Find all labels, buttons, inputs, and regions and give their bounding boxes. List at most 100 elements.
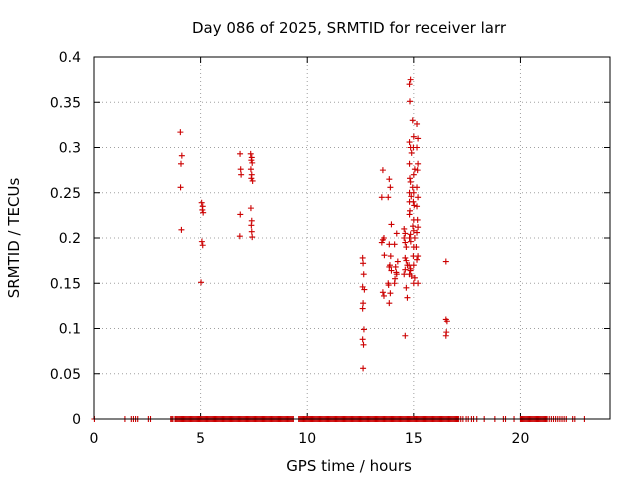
data-point	[404, 294, 411, 301]
data-point	[237, 150, 244, 157]
data-point	[199, 206, 206, 213]
data-point	[409, 117, 416, 124]
data-point	[359, 305, 366, 312]
data-point	[411, 235, 418, 241]
data-point	[393, 269, 400, 276]
data-point	[407, 178, 414, 185]
data-point	[386, 300, 393, 307]
data-point	[411, 166, 418, 173]
data-point	[248, 222, 255, 229]
data-point	[414, 167, 421, 174]
y-tick-label: 0.4	[59, 50, 81, 66]
data-point	[403, 284, 410, 291]
data-point	[247, 205, 254, 212]
plot-frame	[93, 56, 611, 420]
data-point	[379, 289, 386, 296]
data-point	[177, 184, 184, 191]
data-point	[402, 266, 409, 273]
data-point	[403, 257, 410, 264]
data-point	[236, 233, 243, 240]
data-point	[411, 202, 418, 209]
data-point	[414, 229, 421, 236]
y-tick-label: 0.3	[59, 141, 81, 157]
data-point	[406, 139, 413, 146]
y-tick-label: 0.25	[50, 186, 81, 202]
data-point	[401, 235, 408, 241]
data-point	[410, 171, 417, 178]
y-tick-label: 0	[72, 412, 81, 428]
axis-ticks	[93, 56, 610, 420]
data-point	[360, 260, 367, 267]
data-point	[388, 221, 395, 228]
y-tick-label: 0.15	[50, 276, 81, 292]
data-point	[247, 166, 254, 173]
data-point	[360, 300, 367, 307]
grid-lines	[94, 57, 610, 419]
data-point	[403, 244, 410, 251]
data-point	[178, 152, 185, 159]
data-point	[402, 332, 409, 339]
data-point	[249, 177, 256, 184]
data-point	[411, 274, 418, 281]
data-point	[407, 238, 414, 245]
data-point	[413, 244, 420, 251]
data-point	[359, 336, 366, 343]
data-point	[238, 171, 245, 178]
data-point	[406, 175, 413, 182]
chart-title: Day 086 of 2025, SRMTID for receiver lar…	[192, 19, 507, 37]
data-point	[378, 239, 385, 246]
data-point	[378, 194, 385, 201]
data-point	[379, 167, 386, 174]
data-point	[247, 150, 254, 157]
data-point	[402, 239, 409, 246]
data-point	[406, 160, 413, 167]
data-point	[198, 199, 205, 206]
data-point	[198, 279, 205, 286]
data-point	[200, 209, 207, 216]
data-point	[237, 211, 244, 218]
data-point	[394, 258, 401, 265]
x-tick-label: 5	[196, 431, 205, 447]
y-tick-label: 0.2	[59, 231, 81, 247]
data-point	[415, 253, 422, 260]
data-point	[386, 176, 393, 183]
data-point	[407, 76, 414, 83]
data-point	[248, 157, 255, 164]
data-point	[401, 271, 408, 278]
data-point	[414, 216, 421, 223]
x-axis-label: GPS time / hours	[286, 457, 412, 475]
data-point	[407, 267, 414, 274]
data-point	[249, 234, 256, 241]
data-point	[442, 258, 449, 265]
data-point	[360, 341, 367, 348]
data-point	[387, 253, 394, 260]
data-point	[361, 286, 368, 293]
data-point	[414, 203, 421, 210]
data-point	[410, 262, 417, 269]
data-point	[248, 175, 255, 182]
y-tick-label: 0.35	[50, 95, 81, 111]
data-point	[391, 280, 398, 287]
x-tick-labels: 0 5 10 15 20	[90, 431, 530, 447]
data-point	[381, 252, 388, 259]
data-point	[402, 254, 409, 261]
data-point	[391, 241, 398, 248]
data-point	[409, 223, 416, 230]
data-points	[91, 76, 588, 422]
data-point	[387, 184, 394, 191]
data-point	[414, 184, 421, 191]
data-point	[379, 236, 386, 243]
x-tick-label: 15	[405, 431, 423, 447]
data-point	[410, 198, 417, 205]
data-point	[406, 235, 413, 241]
data-point	[414, 256, 421, 263]
data-point	[360, 365, 367, 372]
data-point	[388, 267, 395, 274]
data-point	[415, 135, 422, 142]
data-point	[198, 238, 205, 245]
data-point	[359, 254, 366, 261]
data-point	[410, 133, 417, 140]
data-point	[392, 263, 399, 270]
data-point	[406, 211, 413, 218]
